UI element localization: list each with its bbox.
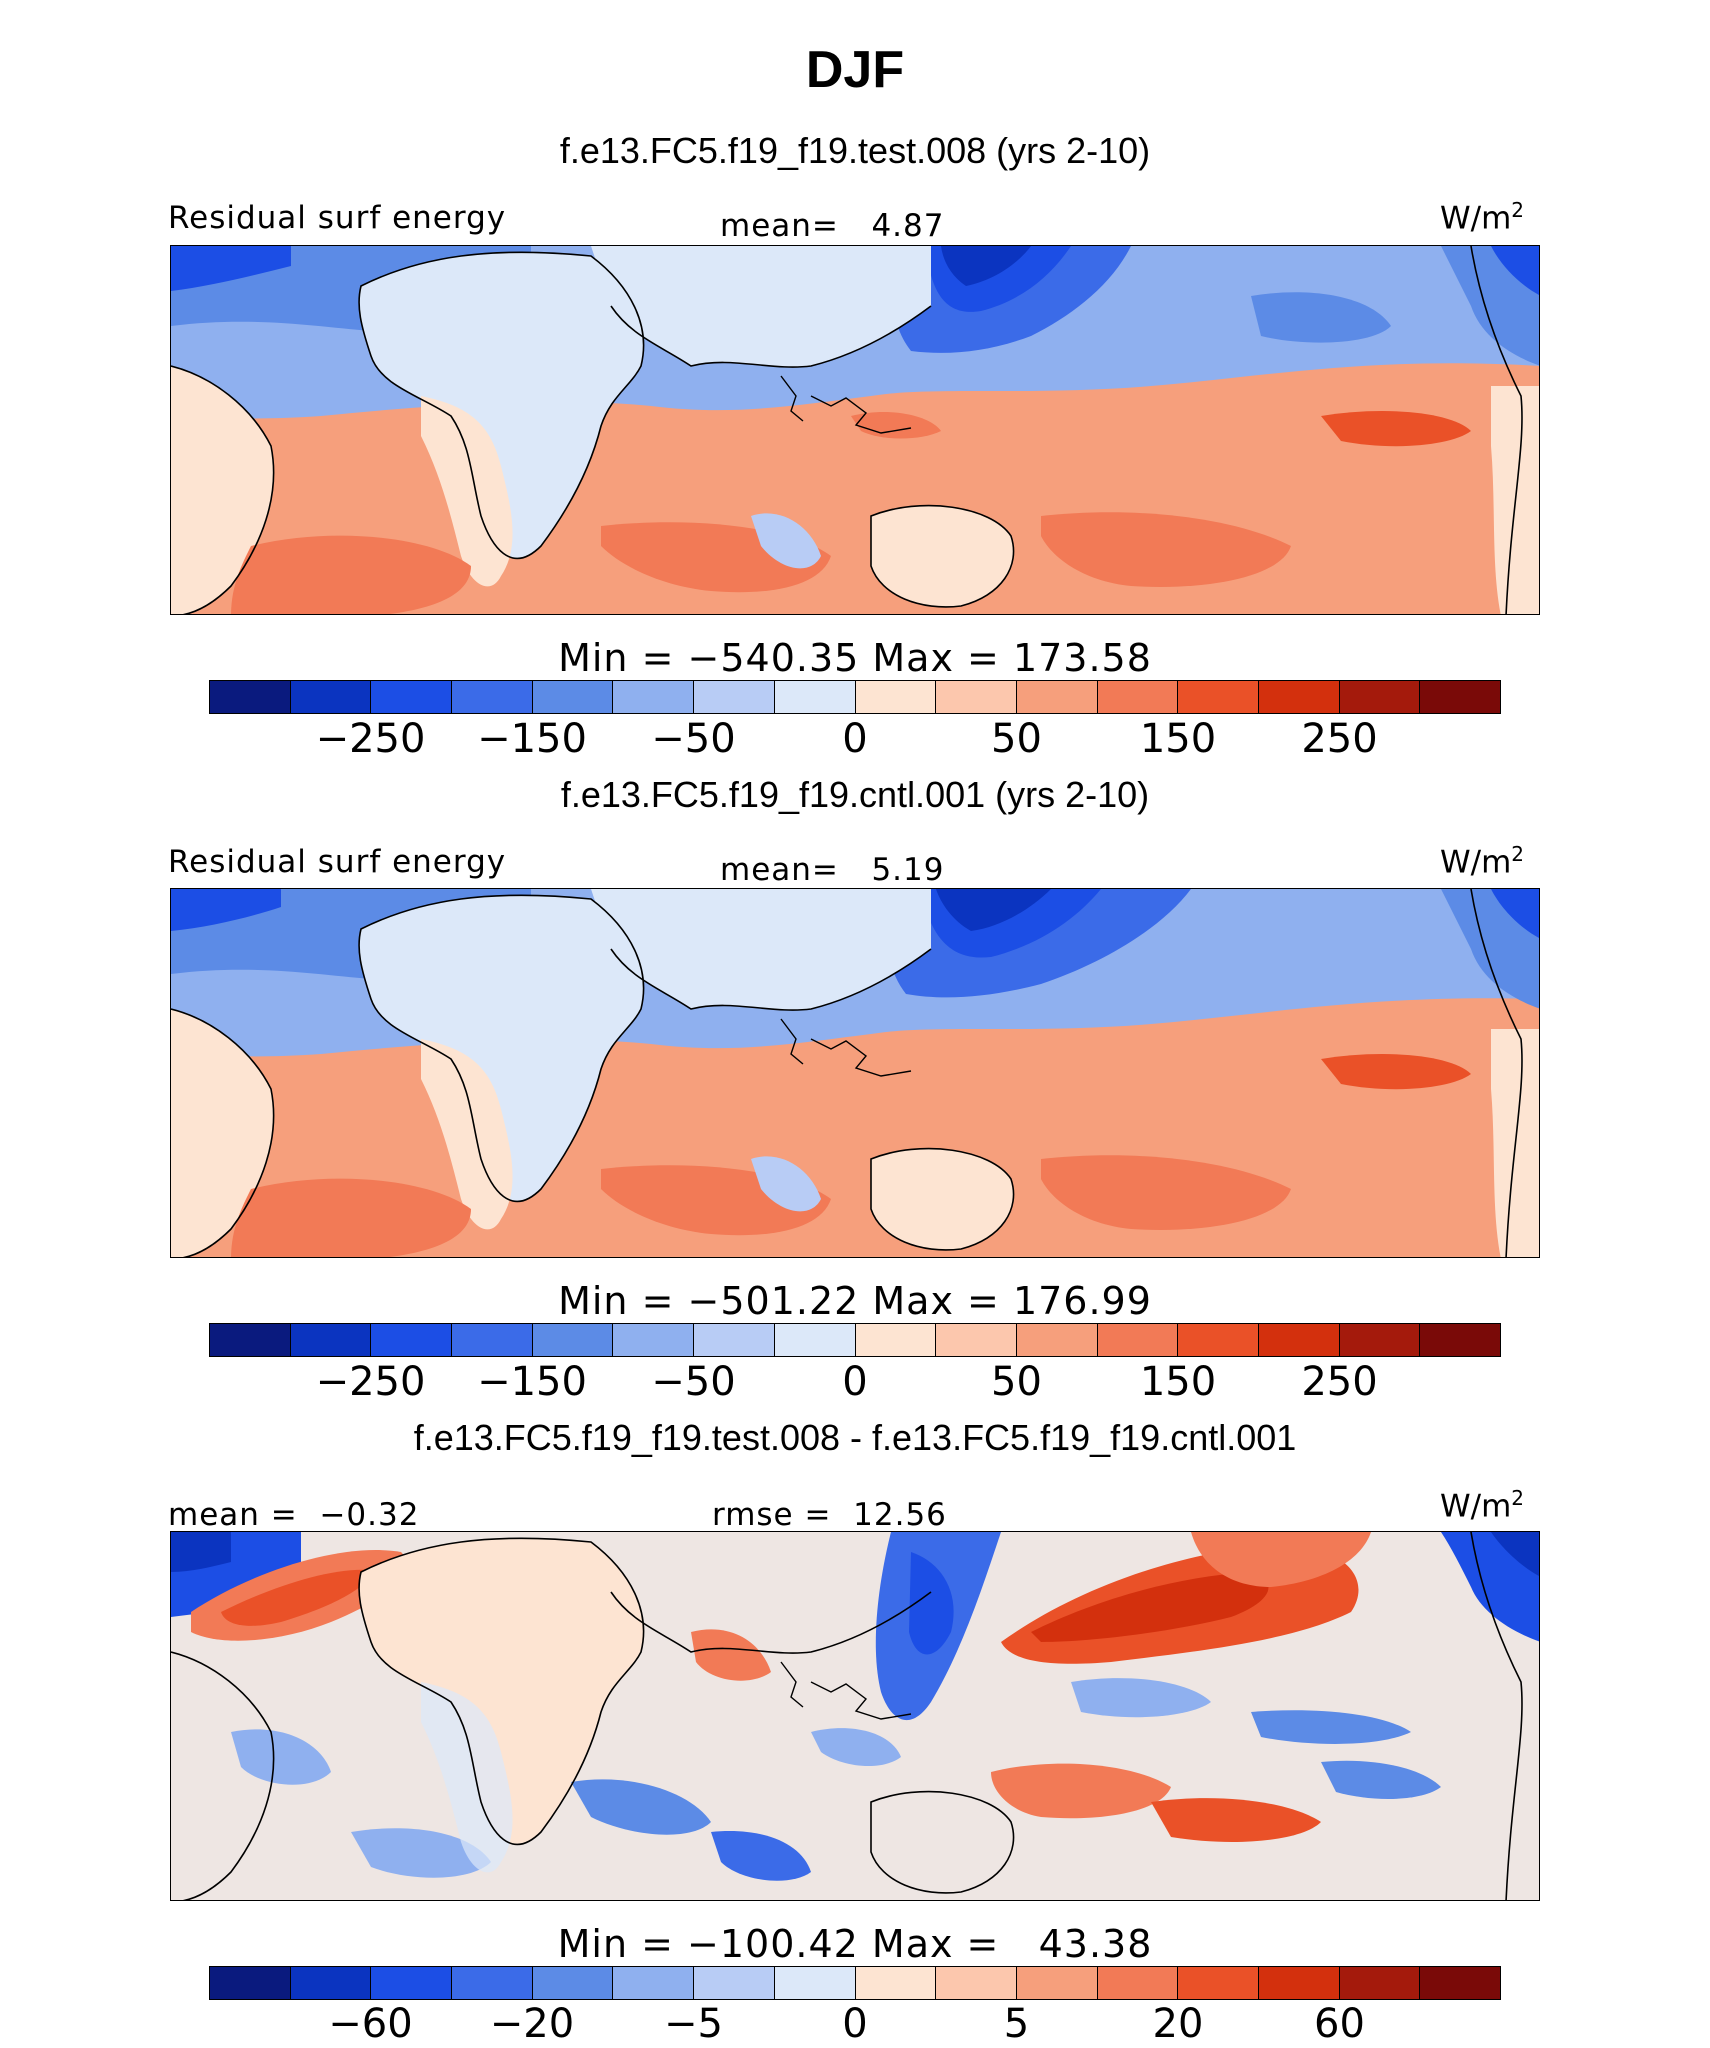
colorbar-bin bbox=[452, 1324, 533, 1356]
colorbar-tick-label: −150 bbox=[477, 716, 587, 762]
colorbar-tick-label: 5 bbox=[1003, 2001, 1030, 2047]
colorbar-bin bbox=[694, 1967, 775, 1999]
colorbar-bin bbox=[290, 681, 372, 713]
panel-2-colorbar-ticks: −250 −150 −50 0 50 150 250 bbox=[209, 1359, 1501, 1405]
colorbar-bin bbox=[1016, 1967, 1098, 1999]
colorbar-tick-label: −250 bbox=[315, 1359, 426, 1405]
colorbar-tick-label: 50 bbox=[991, 716, 1042, 762]
panel-3-minmax: Min = −100.42 Max = 43.38 bbox=[557, 1922, 1153, 1966]
panel-3-mean-label: mean = −0.32 bbox=[168, 1497, 420, 1533]
panel-2-colorbar bbox=[209, 1323, 1501, 1357]
colorbar-tick-label: −60 bbox=[328, 2001, 413, 2047]
colorbar-bin bbox=[452, 681, 533, 713]
colorbar-bin bbox=[371, 1324, 453, 1356]
colorbar-tick-label: −20 bbox=[489, 2001, 575, 2047]
colorbar-bin bbox=[613, 1324, 695, 1356]
colorbar-bin bbox=[1258, 1324, 1340, 1356]
colorbar-bin bbox=[774, 1324, 856, 1356]
colorbar-tick-label: 50 bbox=[991, 1359, 1042, 1405]
colorbar-bin bbox=[1178, 1324, 1259, 1356]
colorbar-tick-label: 150 bbox=[1139, 1359, 1217, 1405]
panel-3-rmse-label: rmse = 12.56 bbox=[712, 1497, 947, 1533]
panel-1-map bbox=[170, 245, 1540, 615]
panel-1-minmax: Min = −540.35 Max = 173.58 bbox=[558, 636, 1152, 680]
colorbar-tick-label: −150 bbox=[477, 1359, 587, 1405]
colorbar-bin bbox=[1178, 1967, 1259, 1999]
panel-1-variable-label: Residual surf energy bbox=[168, 200, 507, 236]
colorbar-bin bbox=[936, 1967, 1017, 1999]
colorbar-bin bbox=[532, 1967, 614, 1999]
colorbar-bin bbox=[1420, 681, 1500, 713]
colorbar-bin bbox=[1258, 1967, 1340, 1999]
colorbar-bin bbox=[613, 1967, 695, 1999]
colorbar-bin bbox=[1178, 681, 1259, 713]
colorbar-bin bbox=[210, 681, 291, 713]
colorbar-tick-label: 250 bbox=[1301, 1359, 1378, 1405]
panel-1-case-title: f.e13.FC5.f19_f19.test.008 (yrs 2-10) bbox=[559, 130, 1151, 171]
colorbar-bin bbox=[613, 681, 695, 713]
colorbar-tick-label: 60 bbox=[1314, 2001, 1365, 2047]
panel-1-colorbar bbox=[209, 680, 1501, 714]
colorbar-tick-label: 0 bbox=[842, 716, 868, 762]
colorbar-bin bbox=[210, 1967, 291, 1999]
colorbar-bin bbox=[1339, 1967, 1421, 1999]
colorbar-bin bbox=[936, 681, 1017, 713]
panel-1-colorbar-ticks: −250 −150 −50 0 50 150 250 bbox=[209, 716, 1501, 762]
panel-3-case-title: f.e13.FC5.f19_f19.test.008 - f.e13.FC5.f… bbox=[413, 1417, 1297, 1458]
colorbar-bin bbox=[210, 1324, 291, 1356]
colorbar-bin bbox=[1339, 1324, 1421, 1356]
colorbar-bin bbox=[855, 681, 937, 713]
colorbar-bin bbox=[371, 1967, 453, 1999]
colorbar-bin bbox=[1420, 1967, 1500, 1999]
colorbar-bin bbox=[532, 681, 614, 713]
panel-3-colorbar-ticks: −60 −20 −5 0 5 20 60 bbox=[209, 2001, 1501, 2047]
panel-3-units: W/m2 bbox=[1440, 1486, 1525, 1525]
panel-2-variable-label: Residual surf energy bbox=[168, 844, 507, 880]
panel-2-units: W/m2 bbox=[1440, 842, 1525, 881]
colorbar-bin bbox=[290, 1967, 372, 1999]
panel-1-mean-label: mean= 4.87 bbox=[720, 208, 945, 244]
colorbar-bin bbox=[774, 681, 856, 713]
colorbar-bin bbox=[855, 1967, 937, 1999]
colorbar-tick-label: 150 bbox=[1139, 716, 1217, 762]
colorbar-bin bbox=[452, 1967, 533, 1999]
colorbar-bin bbox=[694, 1324, 775, 1356]
colorbar-bin bbox=[1097, 1324, 1179, 1356]
colorbar-bin bbox=[1016, 681, 1098, 713]
colorbar-bin bbox=[936, 1324, 1017, 1356]
colorbar-tick-label: 0 bbox=[842, 2001, 868, 2047]
colorbar-tick-label: 250 bbox=[1301, 716, 1378, 762]
colorbar-bin bbox=[694, 681, 775, 713]
colorbar-bin bbox=[532, 1324, 614, 1356]
panel-2-mean-label: mean= 5.19 bbox=[720, 852, 945, 888]
colorbar-tick-label: −50 bbox=[651, 716, 736, 762]
colorbar-bin bbox=[290, 1324, 372, 1356]
colorbar-tick-label: 20 bbox=[1152, 2001, 1204, 2047]
panel-2-map bbox=[170, 888, 1540, 1258]
colorbar-bin bbox=[1016, 1324, 1098, 1356]
colorbar-tick-label: −50 bbox=[651, 1359, 736, 1405]
colorbar-bin bbox=[1339, 681, 1421, 713]
figure-title: DJF bbox=[805, 41, 905, 99]
panel-3-colorbar bbox=[209, 1966, 1501, 2000]
panel-1-units: W/m2 bbox=[1440, 198, 1525, 237]
colorbar-tick-label: −5 bbox=[664, 2001, 723, 2047]
colorbar-bin bbox=[1097, 1967, 1179, 1999]
panel-3-map bbox=[170, 1531, 1540, 1901]
colorbar-tick-label: 0 bbox=[842, 1359, 868, 1405]
colorbar-bin bbox=[371, 681, 453, 713]
colorbar-bin bbox=[1258, 681, 1340, 713]
panel-2-minmax: Min = −501.22 Max = 176.99 bbox=[558, 1279, 1152, 1323]
colorbar-bin bbox=[774, 1967, 856, 1999]
colorbar-tick-label: −250 bbox=[315, 716, 426, 762]
colorbar-bin bbox=[1420, 1324, 1500, 1356]
colorbar-bin bbox=[1097, 681, 1179, 713]
colorbar-bin bbox=[855, 1324, 937, 1356]
panel-2-case-title: f.e13.FC5.f19_f19.cntl.001 (yrs 2-10) bbox=[560, 774, 1150, 815]
